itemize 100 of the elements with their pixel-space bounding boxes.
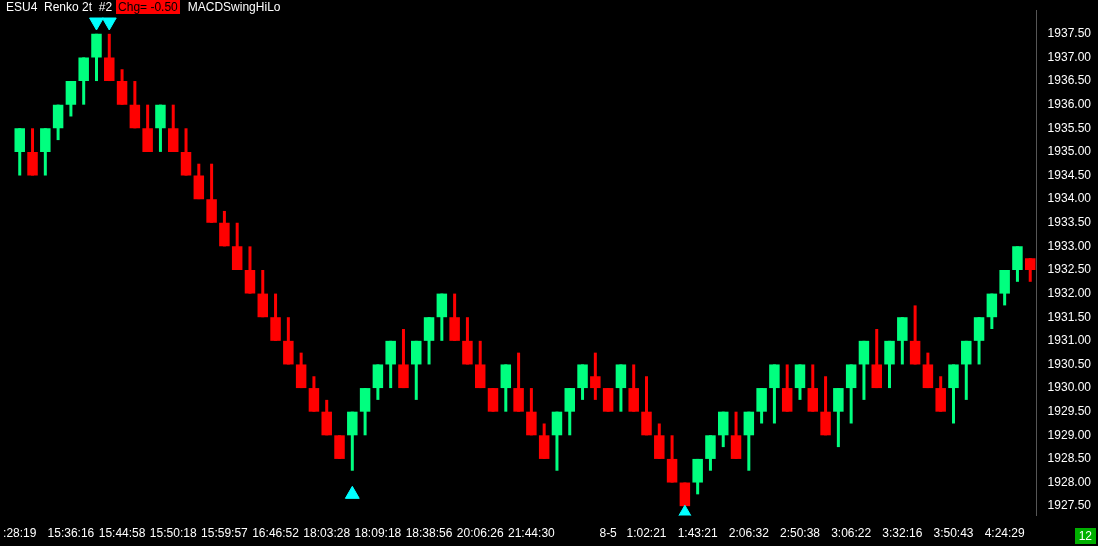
candlestick [398, 329, 409, 390]
candlestick [807, 364, 819, 412]
candlestick [436, 293, 448, 341]
candlestick [999, 269, 1010, 306]
y-tick-label: 1927.50 [1047, 498, 1092, 513]
candlestick [551, 411, 563, 471]
y-tick-label: 1932.00 [1047, 285, 1092, 300]
candlestick [602, 388, 614, 412]
y-tick-label: 1931.50 [1047, 309, 1092, 324]
candlestick [14, 128, 25, 176]
candlestick [219, 209, 230, 247]
candlestick [692, 457, 703, 495]
point [101, 17, 117, 31]
x-tick-label: 1:02:21 [626, 526, 667, 541]
candlestick [40, 128, 51, 176]
candlestick [973, 317, 985, 365]
candlestick [590, 352, 601, 400]
point [89, 17, 104, 31]
candlestick [909, 305, 921, 365]
candlestick [577, 364, 588, 400]
x-tick-label: 8-5 [599, 526, 618, 541]
x-tick-label: 15:59:57 [201, 526, 249, 541]
candlestick [270, 293, 281, 341]
y-tick-label: 1934.50 [1047, 167, 1092, 182]
x-tick-label: 18:03:28 [303, 526, 351, 541]
candlestick [743, 411, 755, 471]
y-tick-label: 1937.00 [1047, 49, 1092, 64]
candlestick [756, 388, 767, 424]
candlestick [244, 246, 256, 294]
candlestick [474, 339, 486, 390]
candlestick [538, 423, 550, 459]
candlestick [104, 32, 115, 83]
y-tick-label: 1933.50 [1047, 215, 1092, 230]
y-tick-label: 1936.00 [1047, 96, 1092, 111]
x-tick-label: 15:36:16 [47, 526, 95, 541]
candlestick [257, 269, 269, 319]
x-tick-label: 18:09:18 [354, 526, 402, 541]
candlestick [705, 435, 716, 471]
candlestick [372, 364, 384, 400]
candlestick [411, 339, 422, 400]
x-tick-label: 16:46:52 [252, 526, 300, 541]
candlestick [845, 364, 857, 424]
chart-title: ESU4 Renko 2t #2 [6, 0, 113, 14]
candlestick [961, 339, 972, 400]
candlestick [513, 352, 524, 412]
candlestick [78, 57, 89, 105]
x-tick-label: 1:43:21 [677, 526, 718, 541]
y-tick-label: 1930.50 [1047, 356, 1092, 371]
y-tick-label: 1937.50 [1047, 26, 1092, 41]
candlestick [718, 411, 729, 449]
candlestick [730, 411, 742, 459]
candlestick [897, 317, 908, 365]
candlestick [129, 81, 141, 129]
candlestick [1024, 258, 1036, 282]
candlestick [500, 364, 512, 412]
candlestick [1012, 246, 1023, 282]
candlestick [321, 398, 332, 436]
candlestick [167, 104, 179, 152]
candlestick [794, 364, 806, 400]
y-tick-label: 1929.00 [1047, 427, 1092, 442]
y-tick-label: 1931.00 [1047, 333, 1092, 348]
y-tick-label: 1928.00 [1047, 474, 1092, 489]
candlestick [142, 104, 153, 152]
candlestick [654, 423, 665, 459]
y-tick-label: 1932.50 [1047, 262, 1092, 277]
candlestick [487, 388, 499, 412]
annotation: MACDSwingHiLo [187, 0, 281, 14]
x-tick-label: 2:06:32 [728, 526, 770, 541]
candlestick [884, 339, 895, 390]
y-tick-label: 1935.50 [1047, 120, 1092, 135]
candlestick [116, 69, 128, 105]
candlestick [820, 376, 831, 436]
candlestick [948, 364, 959, 424]
candlestick [347, 411, 358, 471]
candlestick [359, 388, 371, 436]
candlestick [769, 364, 780, 424]
y-tick-label: 1934.00 [1047, 191, 1092, 206]
candlestick [308, 376, 320, 412]
candlestick [615, 364, 627, 412]
x-tick-label: 20:06:26 [456, 526, 504, 541]
candlestick [52, 104, 64, 142]
candlestick [295, 352, 307, 390]
candlestick [65, 81, 77, 117]
candlestick [641, 376, 652, 436]
candlestick [564, 388, 575, 436]
x-tick-label: 15:50:18 [149, 526, 197, 541]
candlestick [526, 388, 537, 436]
candlestick [180, 128, 192, 176]
candlestick [449, 293, 460, 341]
candlestick [231, 222, 243, 270]
y-tick-label: 1930.00 [1047, 380, 1092, 395]
candlestick [986, 293, 998, 330]
candlestick [193, 163, 205, 201]
candlestick [935, 376, 946, 412]
x-tick-label: 3:50:43 [933, 526, 974, 541]
x-tick-label: 21:44:30 [508, 526, 556, 541]
y-tick-label: 1935.00 [1047, 144, 1092, 159]
x-tick-label: 3:06:22 [831, 526, 872, 541]
candlestick [27, 128, 38, 176]
point [344, 485, 360, 499]
